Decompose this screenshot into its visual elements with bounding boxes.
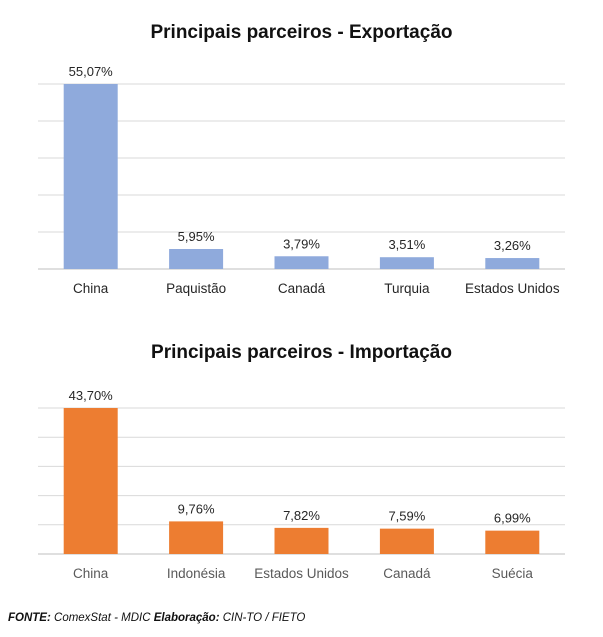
data-label: 7,82%: [283, 508, 320, 523]
bar-turquia: [379, 257, 434, 269]
data-label: 3,51%: [388, 237, 425, 252]
x-tick-label: Indonésia: [167, 566, 226, 581]
bar-china: [63, 84, 118, 269]
elaboracao-label: Elaboração:: [153, 612, 220, 624]
import-chart-plot: 43,70% China 9,76% Indonésia 7,82% Estados Un…: [38, 388, 565, 581]
x-tick-label: Turquia: [384, 281, 430, 296]
bar-canadá: [379, 528, 434, 554]
data-label: 9,76%: [178, 501, 215, 516]
bar-suécia: [485, 530, 540, 554]
import-chart-title: Principais parceiros - Importação: [151, 342, 452, 363]
export-chart-title: Principais parceiros - Exportação: [150, 22, 453, 43]
bar-paquistão: [169, 249, 224, 269]
data-label: 43,70%: [69, 388, 114, 403]
data-label: 55,07%: [69, 64, 114, 79]
x-tick-label: China: [73, 566, 109, 581]
x-tick-label: China: [73, 281, 109, 296]
bar-indonésia: [169, 521, 224, 554]
bar-canadá: [274, 256, 329, 269]
export-chart-plot: 55,07% China 5,95% Paquistão 3,79% Canadá 3,51…: [38, 64, 565, 296]
elaboracao-text: CIN-TO / FIETO: [219, 612, 306, 624]
bar-estados-unidos: [485, 258, 540, 269]
bar-estados-unidos: [274, 527, 329, 554]
data-label: 5,95%: [178, 229, 215, 244]
data-label: 3,79%: [283, 236, 320, 251]
data-label: 3,26%: [494, 238, 531, 253]
fonte-label: FONTE:: [8, 612, 51, 624]
export-chart: Principais parceiros - Exportação 55,07%…: [0, 0, 603, 310]
source-footer: FONTE: ComexStat - MDIC Elaboração: CIN-…: [8, 612, 305, 624]
import-chart: Principais parceiros - Importação 43,70%…: [0, 330, 603, 600]
bar-china: [63, 408, 118, 554]
fonte-text: ComexStat - MDIC: [50, 612, 154, 624]
x-tick-label: Estados Unidos: [254, 566, 349, 581]
data-label: 7,59%: [388, 509, 425, 524]
x-tick-label: Canadá: [278, 281, 326, 296]
data-label: 6,99%: [494, 511, 531, 526]
x-tick-label: Suécia: [492, 566, 534, 581]
x-tick-label: Paquistão: [166, 281, 226, 296]
x-tick-label: Canadá: [383, 566, 431, 581]
x-tick-label: Estados Unidos: [465, 281, 560, 296]
